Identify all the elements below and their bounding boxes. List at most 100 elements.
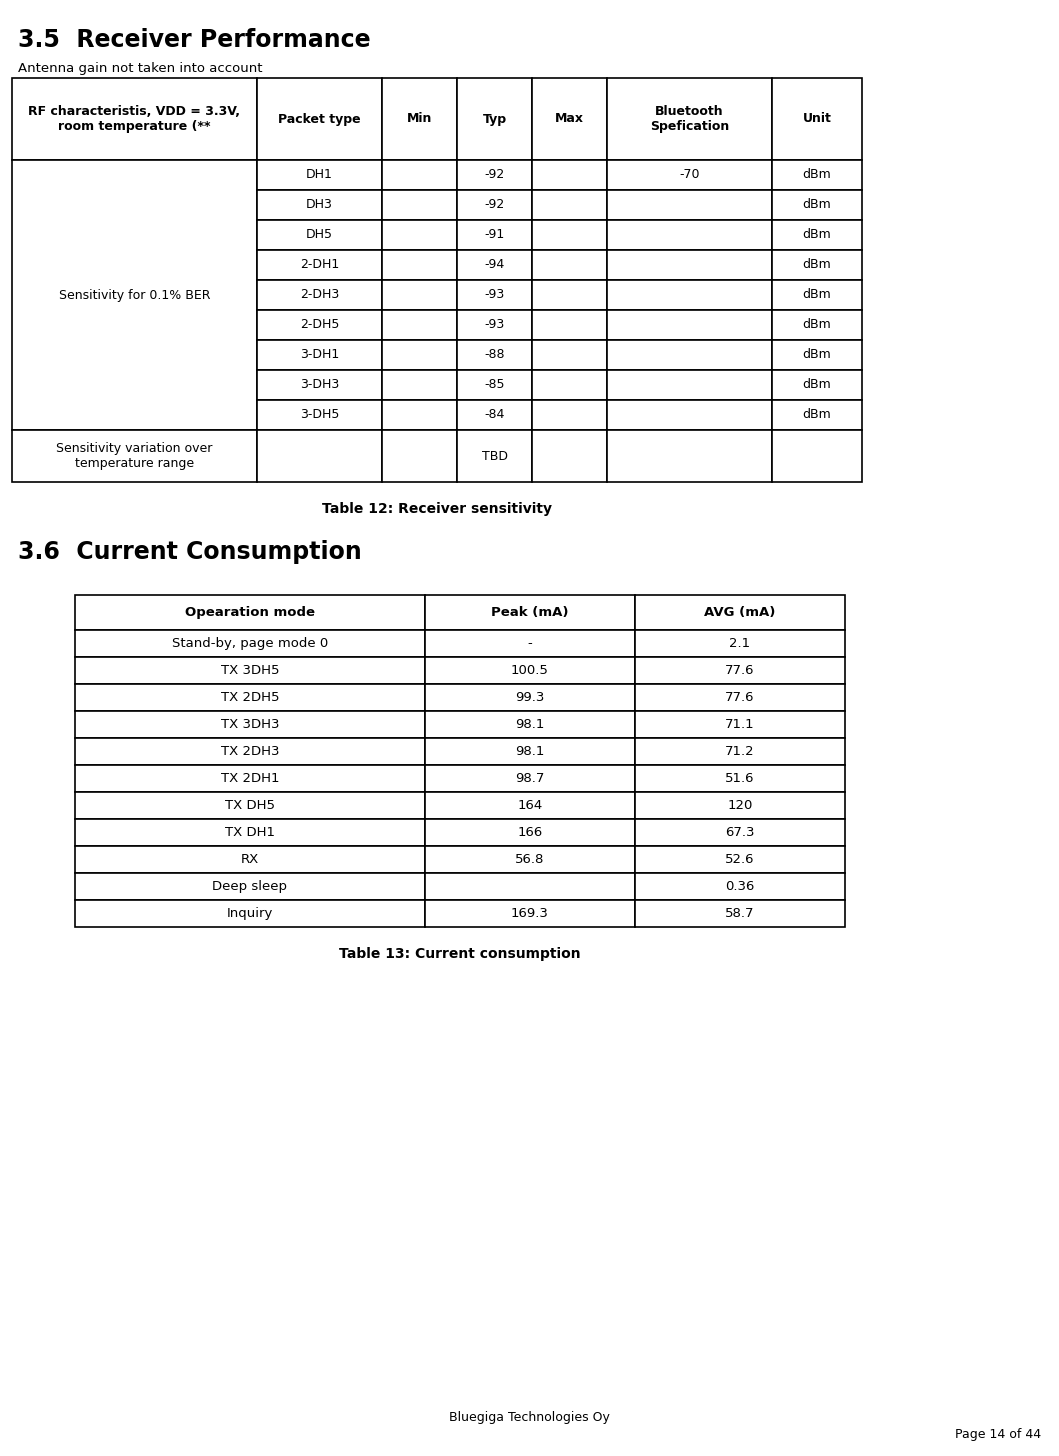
Text: dBm: dBm	[803, 198, 831, 211]
Bar	[75, 764, 425, 792]
Text: dBm: dBm	[803, 379, 831, 392]
Bar	[425, 900, 635, 927]
Text: dBm: dBm	[803, 288, 831, 301]
Text: Opearation mode: Opearation mode	[185, 606, 315, 619]
Bar	[457, 370, 532, 400]
Bar	[257, 430, 382, 482]
Text: 98.7: 98.7	[516, 772, 544, 785]
Bar	[635, 846, 845, 874]
Text: TX 2DH5: TX 2DH5	[220, 692, 280, 705]
Text: DH1: DH1	[306, 169, 333, 182]
Bar	[382, 400, 457, 430]
Bar	[12, 160, 257, 430]
Bar	[382, 430, 457, 482]
Text: Bluegiga Technologies Oy: Bluegiga Technologies Oy	[449, 1411, 610, 1424]
Text: -91: -91	[484, 229, 505, 242]
Text: 100.5: 100.5	[511, 664, 549, 677]
Bar	[635, 764, 845, 792]
Bar	[772, 310, 862, 341]
Text: dBm: dBm	[803, 319, 831, 332]
Bar	[532, 310, 607, 341]
Text: 56.8: 56.8	[516, 853, 544, 866]
Bar	[75, 818, 425, 846]
Text: 164: 164	[518, 799, 542, 812]
Bar	[532, 280, 607, 310]
Bar	[257, 280, 382, 310]
Bar	[457, 310, 532, 341]
Bar	[607, 310, 772, 341]
Text: -92: -92	[484, 169, 505, 182]
Bar	[75, 738, 425, 764]
Text: 2-DH3: 2-DH3	[300, 288, 339, 301]
Text: TX 3DH3: TX 3DH3	[220, 718, 280, 731]
Bar	[425, 874, 635, 900]
Text: DH3: DH3	[306, 198, 333, 211]
Bar	[425, 596, 635, 630]
Bar	[772, 430, 862, 482]
Bar	[257, 189, 382, 220]
Bar	[772, 220, 862, 250]
Bar	[457, 220, 532, 250]
Bar	[635, 900, 845, 927]
Text: -84: -84	[484, 409, 505, 421]
Bar	[457, 250, 532, 280]
Bar	[607, 79, 772, 160]
Text: -88: -88	[484, 348, 505, 361]
Text: 77.6: 77.6	[725, 664, 755, 677]
Bar	[635, 874, 845, 900]
Bar	[635, 738, 845, 764]
Bar	[382, 250, 457, 280]
Text: Antenna gain not taken into account: Antenna gain not taken into account	[18, 63, 263, 76]
Bar	[75, 846, 425, 874]
Text: TX 3DH5: TX 3DH5	[220, 664, 280, 677]
Text: 52.6: 52.6	[725, 853, 755, 866]
Bar	[635, 792, 845, 818]
Text: 71.2: 71.2	[725, 745, 755, 759]
Text: RF characteristis, VDD = 3.3V,
room temperature (**: RF characteristis, VDD = 3.3V, room temp…	[29, 105, 240, 132]
Bar	[532, 160, 607, 189]
Bar	[425, 684, 635, 711]
Bar	[772, 280, 862, 310]
Bar	[772, 370, 862, 400]
Bar	[425, 738, 635, 764]
Bar	[457, 189, 532, 220]
Text: 166: 166	[518, 826, 542, 839]
Bar	[532, 220, 607, 250]
Bar	[382, 341, 457, 370]
Bar	[382, 280, 457, 310]
Text: -93: -93	[484, 319, 505, 332]
Bar	[532, 430, 607, 482]
Bar	[75, 874, 425, 900]
Bar	[257, 160, 382, 189]
Bar	[12, 79, 257, 160]
Text: 71.1: 71.1	[725, 718, 755, 731]
Bar	[382, 189, 457, 220]
Bar	[382, 370, 457, 400]
Bar	[75, 900, 425, 927]
Bar	[75, 657, 425, 684]
Bar	[635, 711, 845, 738]
Bar	[257, 370, 382, 400]
Text: AVG (mA): AVG (mA)	[704, 606, 775, 619]
Text: -: -	[527, 638, 533, 649]
Bar	[772, 160, 862, 189]
Bar	[257, 310, 382, 341]
Bar	[425, 846, 635, 874]
Bar	[635, 657, 845, 684]
Text: 3-DH1: 3-DH1	[300, 348, 339, 361]
Text: Inquiry: Inquiry	[227, 907, 273, 920]
Bar	[75, 684, 425, 711]
Bar	[425, 657, 635, 684]
Bar	[12, 430, 257, 482]
Text: dBm: dBm	[803, 229, 831, 242]
Text: Unit: Unit	[803, 112, 831, 125]
Text: -70: -70	[679, 169, 700, 182]
Text: dBm: dBm	[803, 409, 831, 421]
Bar	[75, 711, 425, 738]
Text: DH5: DH5	[306, 229, 333, 242]
Text: TX 2DH1: TX 2DH1	[220, 772, 280, 785]
Bar	[457, 430, 532, 482]
Bar	[532, 79, 607, 160]
Text: Min: Min	[407, 112, 432, 125]
Text: 0.36: 0.36	[725, 879, 755, 893]
